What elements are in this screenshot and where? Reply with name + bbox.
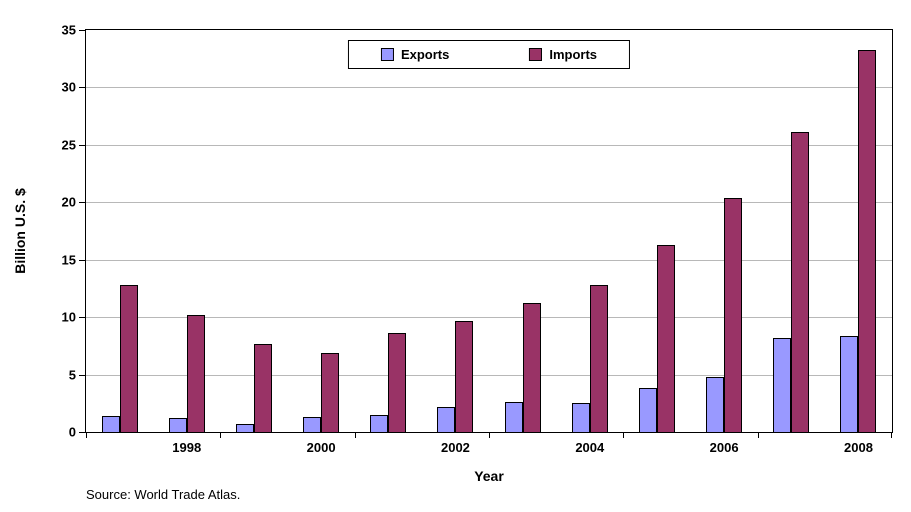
bar-exports-1997 — [101, 415, 120, 432]
bar-imports-2005 — [656, 244, 675, 432]
x-tick — [86, 433, 87, 438]
y-axis-title-text: Billion U.S. $ — [12, 188, 29, 274]
bar-imports-2002 — [455, 320, 474, 432]
bar-group-2006 — [691, 30, 758, 432]
gridline — [86, 374, 892, 376]
x-tick-label: 2000 — [306, 440, 336, 455]
bar-exports-1998 — [168, 418, 187, 432]
y-tick-label: 20 — [61, 194, 76, 210]
bar-imports-1998 — [186, 314, 205, 432]
x-axis-title: Year — [474, 468, 504, 484]
x-tick-label — [623, 440, 690, 455]
x-tick-label: 2008 — [844, 440, 873, 455]
x-tick — [489, 433, 490, 438]
bar-exports-2005 — [638, 388, 657, 432]
source-note: Source: World Trade Atlas. — [86, 487, 241, 502]
bar-imports-2006 — [724, 197, 743, 432]
bar-group-2007 — [758, 30, 825, 432]
bar-group-2004 — [556, 30, 623, 432]
bar-group-2001 — [355, 30, 422, 432]
gridline — [86, 87, 892, 89]
x-tick-label — [489, 440, 556, 455]
y-tick-label: 0 — [68, 424, 76, 440]
bar-exports-2000 — [303, 417, 322, 432]
bar-exports-2003 — [504, 402, 523, 432]
bar-exports-2006 — [706, 376, 725, 432]
bar-imports-1997 — [119, 284, 138, 432]
y-tick-label: 10 — [61, 309, 76, 325]
gridlines — [86, 30, 892, 432]
x-tick — [891, 433, 892, 438]
x-tick-label — [758, 440, 825, 455]
bar-group-1997 — [86, 30, 153, 432]
legend-label-exports: Exports — [400, 47, 450, 62]
bar-imports-1999 — [253, 343, 272, 432]
x-tick-label — [355, 440, 422, 455]
x-tick-label: 2004 — [575, 440, 605, 455]
bar-group-1998 — [153, 30, 220, 432]
y-tick-label: 35 — [61, 22, 76, 38]
x-tick-label: 2002 — [440, 440, 470, 455]
bar-exports-1999 — [235, 423, 254, 432]
bar-exports-2004 — [571, 403, 590, 432]
x-tick-label: 2006 — [709, 440, 739, 455]
y-tick-label: 30 — [61, 79, 76, 95]
bars — [86, 30, 892, 432]
x-tick — [757, 433, 759, 438]
imports-swatch-icon — [529, 48, 543, 61]
x-tick — [623, 433, 625, 438]
y-tick-label: 25 — [61, 137, 76, 153]
bar-exports-2002 — [437, 406, 456, 432]
gridline — [86, 259, 892, 261]
legend-label-imports: Imports — [549, 47, 598, 62]
x-tick — [220, 433, 222, 438]
bar-exports-2008 — [840, 335, 859, 432]
legend-item-imports: Imports — [529, 48, 597, 61]
plot-area: Exports Imports — [85, 29, 893, 433]
bar-group-2008 — [825, 30, 892, 432]
x-tick-label — [86, 440, 153, 455]
bar-imports-2003 — [522, 303, 541, 432]
bar-imports-2001 — [388, 333, 407, 432]
y-tick-label: 15 — [61, 252, 76, 268]
x-tick-label — [220, 440, 287, 455]
bar-imports-2004 — [589, 284, 608, 432]
bar-exports-2007 — [773, 337, 792, 432]
bar-group-1999 — [220, 30, 287, 432]
legend: Exports Imports — [347, 40, 631, 69]
bar-group-2005 — [623, 30, 690, 432]
x-axis-ticks — [86, 433, 892, 438]
bar-group-2000 — [288, 30, 355, 432]
bar-imports-2008 — [858, 49, 877, 432]
bar-imports-2007 — [791, 132, 810, 432]
gridline — [86, 144, 892, 146]
exports-swatch-icon — [380, 48, 394, 61]
bar-group-2003 — [489, 30, 556, 432]
x-axis-tick-labels: 1998 2000 2002 2004 2006 2008 — [86, 440, 892, 455]
y-axis-title: Billion U.S. $ — [6, 29, 34, 433]
gridline — [86, 317, 892, 319]
gridline — [86, 202, 892, 204]
bar-exports-2001 — [370, 414, 389, 432]
x-tick-label: 1998 — [172, 440, 202, 455]
legend-item-exports: Exports — [380, 47, 450, 62]
y-tick-label: 5 — [68, 367, 76, 383]
bar-group-2002 — [422, 30, 489, 432]
bar-imports-2000 — [321, 352, 340, 432]
x-tick — [354, 433, 356, 438]
